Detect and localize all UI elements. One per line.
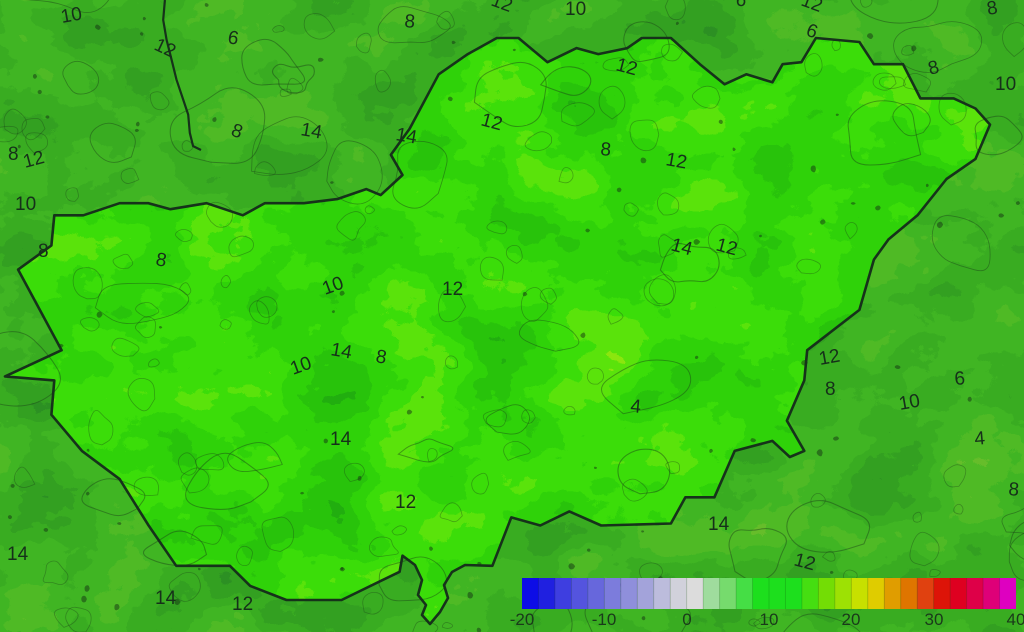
svg-text:14: 14 (394, 124, 419, 148)
svg-text:8: 8 (8, 144, 19, 165)
svg-text:14: 14 (330, 429, 352, 450)
svg-text:12: 12 (664, 149, 688, 173)
svg-text:12: 12 (395, 492, 416, 513)
svg-text:14: 14 (7, 544, 29, 565)
svg-text:10: 10 (897, 391, 921, 415)
svg-text:8: 8 (38, 241, 49, 262)
svg-text:8: 8 (825, 379, 836, 400)
svg-text:12: 12 (232, 594, 253, 615)
svg-text:8: 8 (1008, 479, 1020, 501)
svg-text:12: 12 (817, 346, 841, 370)
svg-text:8: 8 (600, 139, 612, 161)
svg-text:10: 10 (59, 4, 83, 28)
svg-text:10: 10 (15, 194, 36, 215)
svg-text:14: 14 (299, 119, 324, 143)
svg-text:10: 10 (760, 610, 779, 629)
svg-text:0: 0 (682, 610, 691, 629)
svg-text:6: 6 (954, 368, 966, 390)
svg-text:20: 20 (842, 610, 861, 629)
svg-text:-10: -10 (592, 610, 617, 629)
svg-text:14: 14 (708, 514, 730, 535)
svg-text:30: 30 (925, 610, 944, 629)
svg-text:12: 12 (442, 279, 463, 300)
svg-text:10: 10 (565, 0, 586, 20)
svg-text:-20: -20 (510, 610, 535, 629)
svg-text:14: 14 (329, 339, 354, 363)
svg-text:8: 8 (404, 11, 416, 33)
svg-text:10: 10 (995, 74, 1016, 95)
svg-text:14: 14 (155, 588, 177, 609)
svg-text:40: 40 (1007, 610, 1024, 629)
